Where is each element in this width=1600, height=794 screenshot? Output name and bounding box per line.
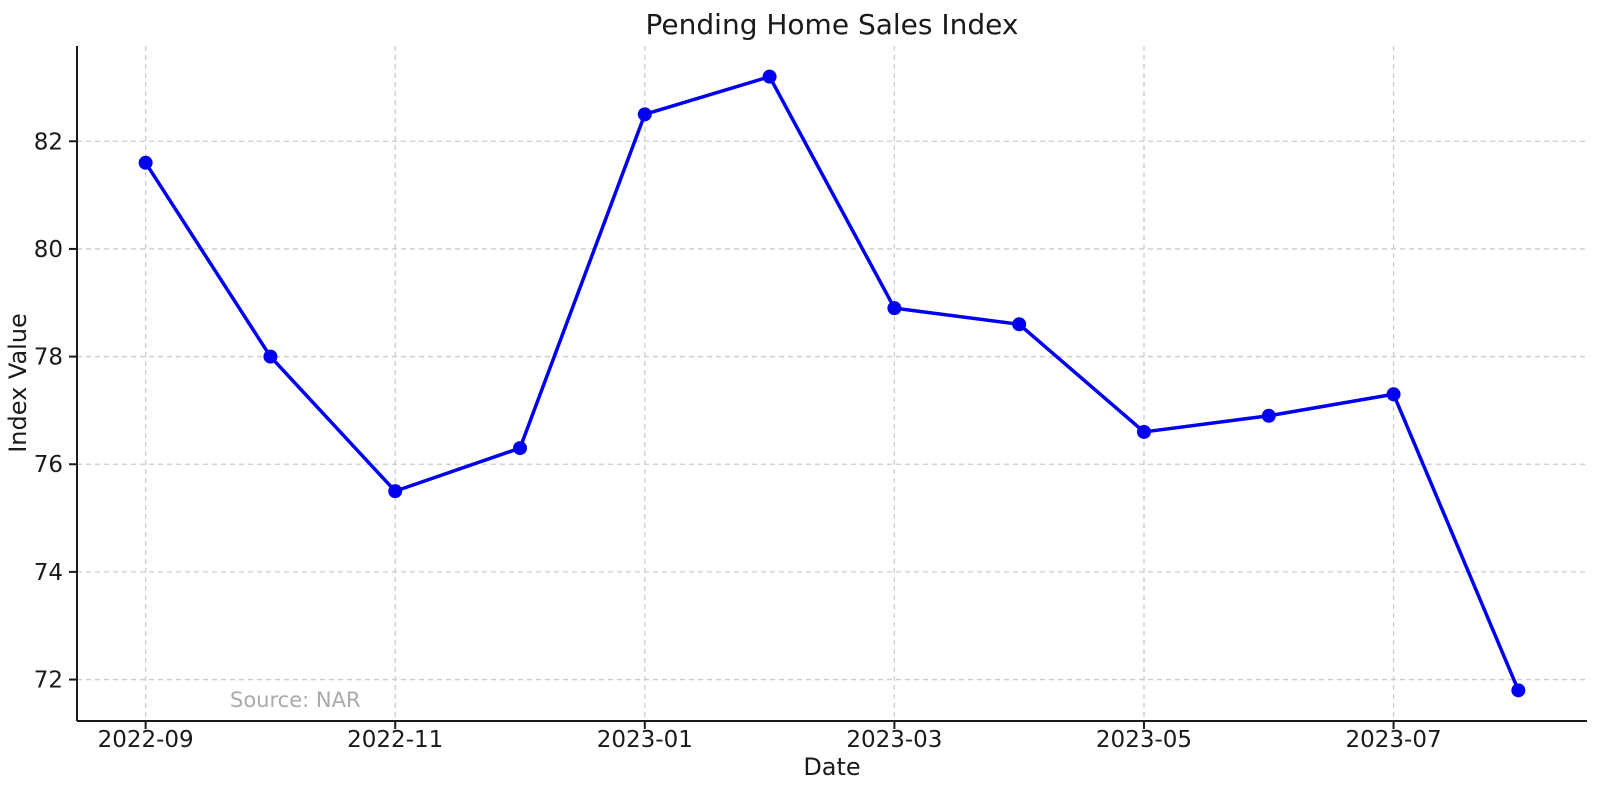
x-tick-label: 2023-03 (846, 727, 942, 753)
data-point-marker (138, 155, 153, 170)
data-point-marker (1386, 387, 1401, 402)
y-tick-label: 72 (34, 668, 63, 694)
y-tick-label: 80 (34, 237, 63, 263)
chart-title: Pending Home Sales Index (646, 8, 1019, 41)
data-point-marker (762, 69, 777, 84)
y-tick-label: 78 (34, 345, 63, 371)
grid-layer (77, 46, 1587, 721)
source-annotation: Source: NAR (230, 688, 361, 712)
x-axis-label: Date (803, 753, 860, 781)
data-point-marker (1511, 683, 1526, 698)
x-tick-label: 2023-01 (597, 727, 693, 753)
y-tick-label: 74 (34, 560, 63, 586)
x-tick-label: 2023-07 (1346, 727, 1442, 753)
data-point-marker (1136, 424, 1151, 439)
x-tick-label: 2023-05 (1096, 727, 1192, 753)
series-layer (138, 69, 1526, 698)
trend-line (143, 74, 1521, 693)
data-point-marker (263, 349, 278, 364)
data-point-marker (1012, 317, 1027, 332)
data-point-marker (887, 301, 902, 316)
data-point-marker (513, 441, 528, 456)
data-point-marker (388, 484, 403, 499)
data-point-marker (637, 107, 652, 122)
x-tick-label: 2022-09 (98, 727, 194, 753)
x-tick-label: 2022-11 (347, 727, 443, 753)
y-tick-label: 82 (34, 129, 63, 155)
data-point-marker (1261, 408, 1276, 423)
axis-layer: 2022-09 2022-11 2023-01 2023-03 2023-05 2023-… (34, 46, 1587, 753)
y-axis-label: Index Value (4, 313, 32, 453)
y-tick-label: 76 (34, 452, 63, 478)
